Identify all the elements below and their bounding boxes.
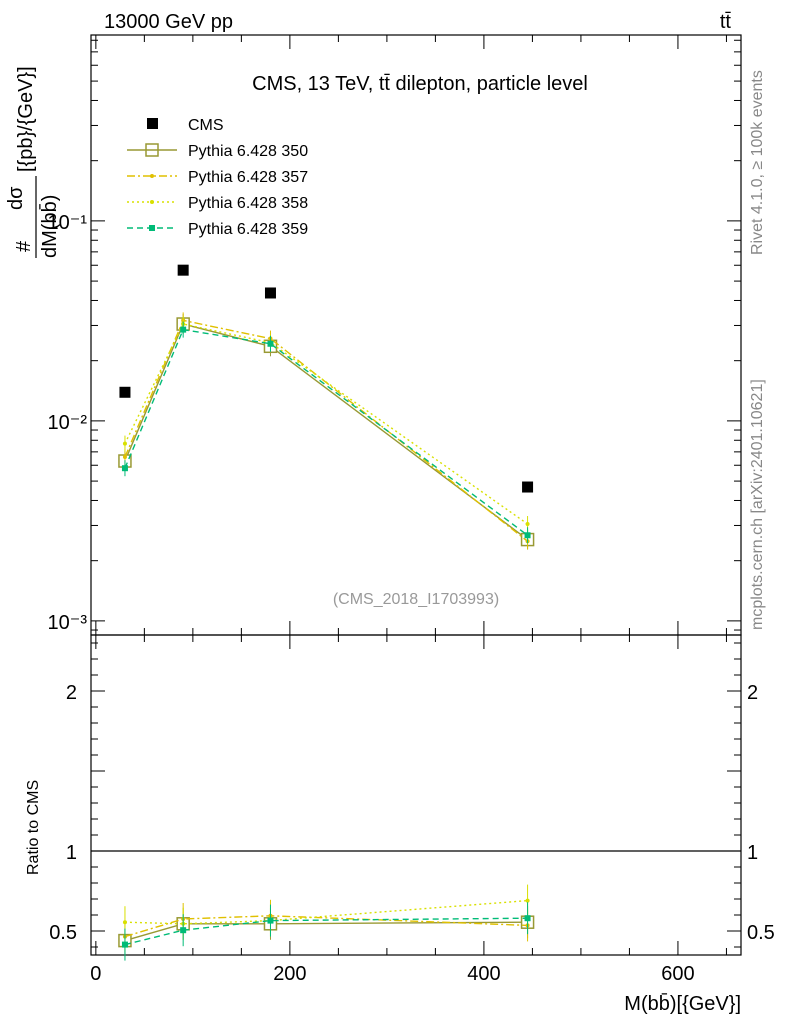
series-line <box>124 328 528 536</box>
ratio-y-tick-label: 0.5 <box>49 922 77 944</box>
main-y-axis-label: # dσ dM(bb̄) [{pb}/{GeV}] <box>5 66 61 258</box>
analysis-watermark: (CMS_2018_I1703993) <box>333 591 499 608</box>
ratio-y-tick-label: 1 <box>66 842 77 864</box>
data-point <box>121 465 128 472</box>
data-point <box>122 441 127 446</box>
series-pythia-6-428-350 <box>118 314 535 550</box>
series-pythia-6-428-359 <box>121 321 531 544</box>
rivet-version-text: Rivet 4.1.0, ≥ 100k events <box>749 70 766 255</box>
data-point <box>122 454 127 459</box>
legend-entry-cms: CMS <box>147 117 224 134</box>
legend-entry-357: Pythia 6.428 357 <box>127 169 308 186</box>
x-axis-label: M(bb̄)[{GeV}] <box>624 992 741 1015</box>
y-label-prefix: # <box>13 240 35 252</box>
legend: CMS Pythia 6.428 350 Pythia 6.428 357 Py… <box>127 117 308 238</box>
x-tick-label: 200 <box>273 963 306 985</box>
x-ticks: 0 200 400 600 <box>90 35 727 985</box>
legend-label-359: Pythia 6.428 359 <box>188 221 308 238</box>
y-label-suffix: [{pb}/{GeV}] <box>15 66 37 172</box>
ratio-line <box>124 915 528 938</box>
legend-label-350: Pythia 6.428 350 <box>188 143 308 160</box>
ratio-y-tick-label-right: 1 <box>747 842 758 864</box>
x-tick-label: 0 <box>90 963 101 985</box>
legend-entry-358: Pythia 6.428 358 <box>127 195 308 212</box>
data-point <box>180 326 187 333</box>
series-pythia-6-428-358 <box>122 316 530 533</box>
data-point <box>119 386 131 398</box>
header-right: tt̄ <box>720 11 732 33</box>
mcplots-text: mcplots.cern.ch [arXiv:2401.10621] <box>749 379 766 630</box>
ratio-line <box>124 899 528 925</box>
ratio-point <box>121 941 128 948</box>
ratio-y-ticks: 0.5 0.5 1 1 2 2 <box>49 642 775 948</box>
series-line <box>124 323 528 525</box>
data-point <box>267 340 274 347</box>
ratio-point <box>267 917 274 924</box>
legend-entry-350: Pythia 6.428 350 <box>127 143 308 160</box>
data-point <box>524 532 531 539</box>
legend-entry-359: Pythia 6.428 359 <box>127 221 308 238</box>
main-title: CMS, 13 TeV, tt̄ dilepton, particle leve… <box>252 73 588 95</box>
main-y-tick-label: 10⁻² <box>48 412 88 434</box>
y-label-denominator: dM(bb̄) <box>38 195 61 258</box>
series-pythia-6-428-357 <box>122 312 530 550</box>
data-point <box>525 522 530 527</box>
main-y-tick-label: 10⁻³ <box>48 612 88 634</box>
series-line <box>124 323 528 541</box>
legend-label-357: Pythia 6.428 357 <box>188 169 308 186</box>
ratio-y-tick-label-right: 2 <box>747 682 758 704</box>
ratio-line <box>124 921 528 942</box>
ratio-plot-frame <box>90 634 742 956</box>
data-point <box>177 264 189 276</box>
x-tick-label: 400 <box>467 963 500 985</box>
main-data-series <box>118 264 535 550</box>
ratio-data-series <box>118 884 535 961</box>
ratio-point <box>122 920 127 925</box>
ratio-y-tick-label: 2 <box>66 682 77 704</box>
data-point <box>522 481 534 493</box>
ratio-series-pythia-6-428-359 <box>121 902 531 961</box>
legend-label-358: Pythia 6.428 358 <box>188 195 308 212</box>
ratio-line <box>124 917 528 946</box>
main-y-ticks: 10⁻³ 10⁻² 10⁻¹ <box>48 39 741 634</box>
data-point <box>264 287 276 299</box>
main-y-tick-label: 10⁻¹ <box>48 212 88 234</box>
ratio-y-tick-label-right: 0.5 <box>747 922 775 944</box>
x-tick-label: 600 <box>661 963 694 985</box>
y-label-numerator: dσ <box>5 186 27 210</box>
ratio-point <box>180 927 187 934</box>
ratio-point <box>525 898 530 903</box>
series-line <box>124 319 529 542</box>
legend-label-cms: CMS <box>188 117 224 134</box>
series-cms <box>119 264 534 493</box>
header-left: 13000 GeV pp <box>104 11 233 33</box>
ratio-point <box>524 915 531 922</box>
ratio-y-axis-label: Ratio to CMS <box>25 780 42 875</box>
